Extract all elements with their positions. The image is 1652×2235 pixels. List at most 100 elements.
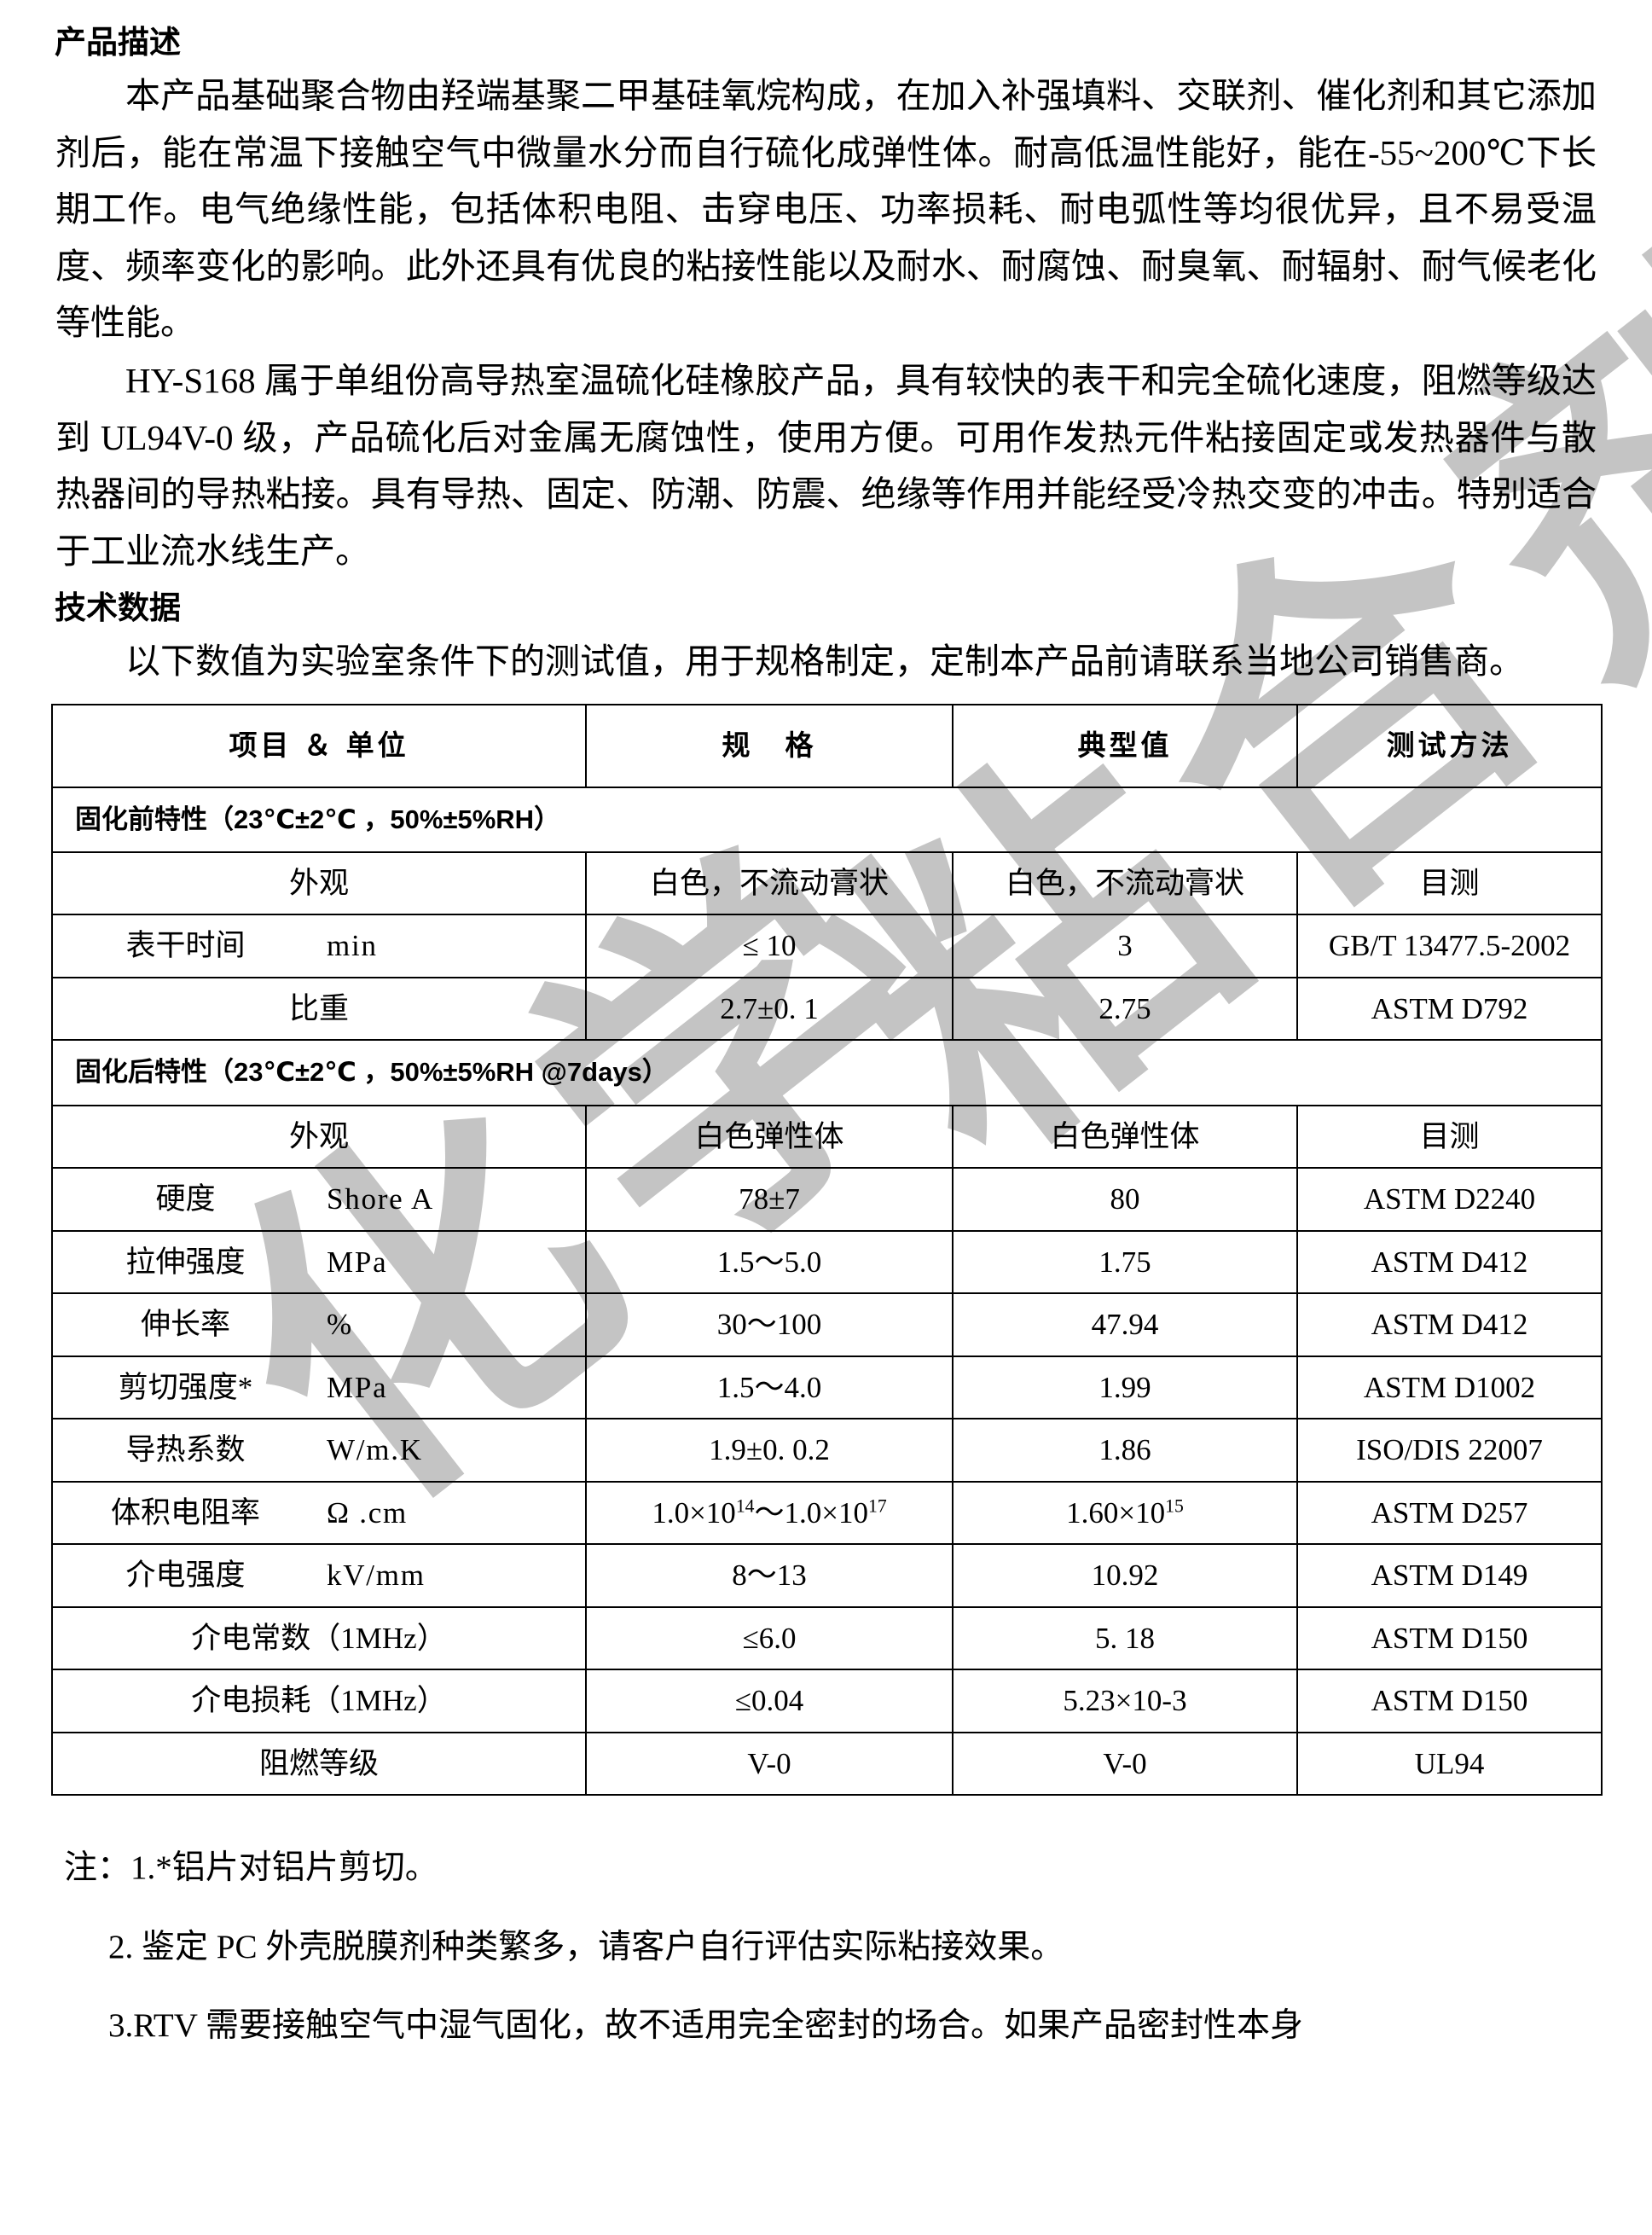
notes-block: 注：1.*铝片对铝片剪切。 2. 鉴定 PC 外壳脱膜剂种类繁多，请客户自行评估…: [51, 1842, 1601, 2052]
cell-method: UL94: [1296, 1731, 1603, 1797]
rows-before-cure-group: 外观 白色，不流动膏状 白色，不流动膏状 目测 表干时间 min ≤ 10 3 GB/T 134…: [51, 850, 1603, 1042]
item-unit: %: [327, 1308, 353, 1342]
band-label-after-cure: 固化后特性（23℃±2℃ ，50%±5%RH @7days）: [51, 1039, 1603, 1106]
cell-spec: 8～13: [585, 1543, 954, 1608]
cell-item: 介电损耗（1MHz）: [51, 1669, 587, 1733]
cell-item: 硬度 Shore A: [51, 1167, 587, 1232]
item-label: 硬度: [155, 1182, 216, 1216]
product-description-paragraph-2: HY-S168 属于单组份高导热室温硫化硅橡胶产品，具有较快的表干和完全硫化速度…: [55, 361, 1597, 571]
cell-typical: 1.60×1015: [952, 1480, 1298, 1546]
item-unit: W/m.K: [327, 1433, 423, 1467]
column-header-item: 项目 ＆ 单位: [51, 703, 587, 788]
cell-typical: 白色，不流动膏状: [952, 850, 1298, 916]
cell-item: 拉伸强度 MPa: [51, 1229, 587, 1295]
cell-item: 伸长率%: [51, 1292, 587, 1357]
cell-typical: 1.75: [952, 1229, 1298, 1295]
cell-spec: 78±7: [585, 1167, 954, 1232]
table-row: 剪切强度* MPa 1.5～4.0 1.99 ASTM D1002: [51, 1355, 1603, 1420]
item-label: 阻燃等级: [258, 1746, 379, 1780]
item-unit: MPa: [327, 1370, 388, 1404]
cell-typical: 10.92: [952, 1543, 1298, 1608]
note-1: 注：1.*铝片对铝片剪切。: [64, 1849, 438, 1887]
cell-spec: 1.0×1014～1.0×1017: [585, 1480, 954, 1546]
cell-spec: 1.5～4.0: [585, 1355, 954, 1420]
cell-item: 阻燃等级: [51, 1731, 587, 1797]
table-row: 介电常数（1MHz） ≤6.0 5. 18 ASTM D150: [51, 1605, 1603, 1671]
item-label: 介电损耗（1MHz）: [191, 1684, 447, 1718]
cell-spec: ≤0.04: [585, 1669, 954, 1733]
cell-method: ASTM D792: [1296, 976, 1603, 1042]
band-row-before-cure: 固化前特性（23℃±2℃ ，50%±5%RH）: [51, 786, 1603, 853]
item-label: 外观: [288, 866, 349, 900]
column-header-method: 测试方法: [1296, 703, 1603, 788]
cell-item: 表干时间 min: [51, 914, 587, 978]
cell-method: 目测: [1296, 1104, 1603, 1170]
cell-item: 体积电阻率 Ω .cm: [51, 1480, 587, 1546]
product-description-heading: 产品描述: [55, 25, 181, 60]
table-row: 导热系数 W/m.K 1.9±0. 0.2 1.86 ISO/DIS 22007: [51, 1418, 1603, 1483]
cell-typical: 白色弹性体: [952, 1104, 1298, 1170]
cell-spec: ≤ 10: [585, 914, 954, 978]
table-row: 介电强度 kV/mm 8～13 10.92 ASTM D149: [51, 1543, 1603, 1608]
product-description-paragraph-1: 本产品基础聚合物由羟端基聚二甲基硅氧烷构成，在加入补强填料、交联剂、催化剂和其它…: [55, 76, 1597, 342]
table-header-row: 项目 ＆ 单位 规 格 典型值 测试方法: [51, 703, 1603, 788]
cell-method: ASTM D412: [1296, 1292, 1603, 1357]
table-row: 体积电阻率 Ω .cm 1.0×1014～1.0×1017 1.60×1015 ASTM…: [51, 1480, 1603, 1546]
cell-typical: 5. 18: [952, 1605, 1298, 1671]
item-unit: Shore A: [327, 1182, 434, 1216]
table-body: 项目 ＆ 单位 规 格 典型值 测试方法 固化前特性（23℃±2℃ ，50%±5…: [51, 703, 1603, 853]
cell-typical: 3: [952, 914, 1298, 978]
band-label-before-cure: 固化前特性（23℃±2℃ ，50%±5%RH）: [51, 786, 1603, 853]
technical-data-intro: 以下数值为实验室条件下的测试值，用于规格制定，定制本产品前请联系当地公司销售商。: [125, 641, 1524, 682]
cell-spec: 白色，不流动膏状: [585, 850, 954, 916]
item-label: 介电常数（1MHz）: [191, 1621, 447, 1655]
cell-item: 介电强度 kV/mm: [51, 1543, 587, 1608]
cell-method: ASTM D1002: [1296, 1355, 1603, 1420]
cell-spec: 30～100: [585, 1292, 954, 1357]
table-row: 外观 白色，不流动膏状 白色，不流动膏状 目测: [51, 850, 1603, 916]
item-label: 体积电阻率: [110, 1495, 260, 1530]
cell-spec: V-0: [585, 1731, 954, 1797]
item-label: 导热系数: [125, 1433, 246, 1467]
cell-spec: 白色弹性体: [585, 1104, 954, 1170]
item-unit: Ω .cm: [327, 1495, 409, 1530]
cell-item: 导热系数 W/m.K: [51, 1418, 587, 1483]
cell-method: ISO/DIS 22007: [1296, 1418, 1603, 1483]
cell-spec: ≤6.0: [585, 1605, 954, 1671]
cell-spec: 2.7±0. 1: [585, 976, 954, 1042]
cell-method: GB/T 13477.5-2002: [1296, 914, 1603, 978]
cell-method: ASTM D150: [1296, 1669, 1603, 1733]
table-row: 外观 白色弹性体 白色弹性体 目测: [51, 1104, 1603, 1170]
cell-typical: 2.75: [952, 976, 1298, 1042]
item-unit: MPa: [327, 1245, 388, 1279]
cell-item: 外观: [51, 850, 587, 916]
cell-item: 介电常数（1MHz）: [51, 1605, 587, 1671]
item-label: 表干时间: [125, 929, 246, 963]
technical-data-table: 项目 ＆ 单位 规 格 典型值 测试方法 固化前特性（23℃±2℃ ，50%±5…: [51, 703, 1603, 1797]
cell-method: ASTM D150: [1296, 1605, 1603, 1671]
document-page: 产品描述 本产品基础聚合物由羟端基聚二甲基硅氧烷构成，在加入补强填料、交联剂、催…: [51, 25, 1603, 2052]
note-2: 2. 鉴定 PC 外壳脱膜剂种类繁多，请客户自行评估实际粘接效果。: [108, 1928, 1064, 1965]
table-row: 硬度 Shore A 78±7 80 ASTM D2240: [51, 1167, 1603, 1232]
cell-item: 外观: [51, 1104, 587, 1170]
cell-typical: 47.94: [952, 1292, 1298, 1357]
technical-data-heading: 技术数据: [55, 590, 181, 626]
item-label: 比重: [288, 991, 349, 1025]
rows-after-cure-group: 外观 白色弹性体 白色弹性体 目测 硬度 Shore A 78±7 80 ASTM D2240 拉…: [51, 1104, 1603, 1797]
cell-method: 目测: [1296, 850, 1603, 916]
cell-item: 比重: [51, 976, 587, 1042]
item-label: 拉伸强度: [125, 1245, 246, 1279]
cell-item: 剪切强度* MPa: [51, 1355, 587, 1420]
cell-typical: V-0: [952, 1731, 1298, 1797]
column-header-spec: 规 格: [585, 703, 954, 788]
item-label: 外观: [288, 1119, 349, 1153]
cell-typical: 80: [952, 1167, 1298, 1232]
band-row-after-cure: 固化后特性（23℃±2℃ ，50%±5%RH @7days）: [51, 1039, 1603, 1106]
cell-method: ASTM D412: [1296, 1229, 1603, 1295]
item-label: 伸长率: [140, 1308, 230, 1342]
cell-typical: 1.86: [952, 1418, 1298, 1483]
item-unit: kV/mm: [327, 1559, 426, 1593]
cell-method: ASTM D149: [1296, 1543, 1603, 1608]
cell-typical: 1.99: [952, 1355, 1298, 1420]
table-row: 拉伸强度 MPa 1.5～5.0 1.75 ASTM D412: [51, 1229, 1603, 1295]
